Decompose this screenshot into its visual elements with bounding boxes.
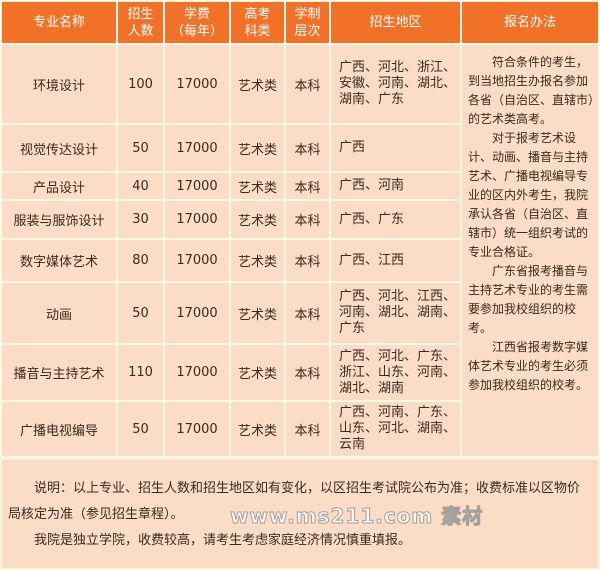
cell-fee: 17000 (165, 283, 229, 343)
cell-regions: 广西、河南、广东、山东、河北、湖南、云南 (331, 402, 460, 456)
table-row: 环境设计 100 17000 艺术类 本科 广西、河北、浙江、安徽、河南、湖北、湖南、广东… (2, 45, 598, 456)
method-paragraph: 江西省报考数字媒体艺术专业的考生必须参加我校组织的校考。 (468, 340, 589, 392)
cell-fee: 17000 (165, 125, 229, 171)
cell-count: 50 (118, 283, 163, 343)
column-header: 招生地区 (331, 2, 460, 43)
footer-warning: 我院是独立学院，收费较高，请考生考虑家庭经济情况慎重填报。 (34, 533, 412, 548)
cell-regions: 广西、河北、浙江、安徽、河南、湖北、湖南、广东 (331, 45, 460, 123)
cell-count: 40 (118, 173, 163, 199)
cell-name: 视觉传达设计 (2, 125, 116, 171)
cell-level: 本科 (286, 125, 329, 171)
cell-fee: 17000 (165, 201, 229, 238)
cell-name: 环境设计 (2, 45, 116, 123)
cell-level: 本科 (286, 45, 329, 123)
cell-level: 本科 (286, 283, 329, 343)
cell-regions: 广西、江西 (331, 240, 460, 281)
column-header: 学制 层次 (286, 2, 329, 43)
method-paragraph: 对于报考艺术设计、动画、播音与主持艺术、广播电视编导专业的区内外考生，我院承认各… (468, 131, 589, 259)
cell-category: 艺术类 (231, 345, 284, 400)
cell-category: 艺术类 (231, 283, 284, 343)
cell-name: 数字媒体艺术 (2, 240, 116, 281)
header-row: 专业名称 招生 人数 学费 （每年） 高考 科类 学制 层次 招生地区 报名办法 (2, 2, 598, 43)
admissions-table: 专业名称 招生 人数 学费 （每年） 高考 科类 学制 层次 招生地区 报名办法 环境设计 1… (0, 0, 600, 458)
column-header: 高考 科类 (231, 2, 284, 43)
cell-regions: 广西、河北、江西、河南、湖北、湖南、广东 (331, 283, 460, 343)
table-row: 产品设计 40 17000 艺术类 本科 广西、河南 (2, 173, 598, 199)
cell-regions: 广西、河南 (331, 173, 460, 199)
cell-name: 产品设计 (2, 173, 116, 199)
column-header: 招生 人数 (118, 2, 163, 43)
table-row: 服装与服饰设计 30 17000 艺术类 本科 广西、广东 (2, 201, 598, 238)
column-header: 学费 （每年） (165, 2, 229, 43)
cell-name: 广播电视编导 (2, 402, 116, 456)
cell-fee: 17000 (165, 402, 229, 456)
cell-fee: 17000 (165, 45, 229, 123)
cell-count: 50 (118, 125, 163, 171)
cell-category: 艺术类 (231, 173, 284, 199)
cell-fee: 17000 (165, 173, 229, 199)
method-paragraph: 符合条件的考生，到当地招生办报名参加各省（自治区、直辖市）的艺术类高考。 (468, 55, 595, 126)
cell-level: 本科 (286, 402, 329, 456)
cell-level: 本科 (286, 201, 329, 238)
table-row: 视觉传达设计 50 17000 艺术类 本科 广西 (2, 125, 598, 171)
cell-count: 80 (118, 240, 163, 281)
cell-name: 服装与服饰设计 (2, 201, 116, 238)
cell-name: 动画 (2, 283, 116, 343)
cell-category: 艺术类 (231, 201, 284, 238)
cell-regions: 广西 (331, 125, 460, 171)
cell-count: 30 (118, 201, 163, 238)
cell-fee: 17000 (165, 240, 229, 281)
column-header: 专业名称 (2, 2, 116, 43)
cell-regions: 广西、广东 (331, 201, 460, 238)
cell-category: 艺术类 (231, 125, 284, 171)
registration-method: 符合条件的考生，到当地招生办报名参加各省（自治区、直辖市）的艺术类高考。 对于报考… (462, 45, 598, 456)
table-row: 广播电视编导 50 17000 艺术类 本科 广西、河南、广东、山东、河北、湖南、云南 (2, 402, 598, 456)
cell-category: 艺术类 (231, 240, 284, 281)
column-header: 报名办法 (462, 2, 598, 43)
table-row: 动画 50 17000 艺术类 本科 广西、河北、江西、河南、湖北、湖南、广东 (2, 283, 598, 343)
cell-level: 本科 (286, 173, 329, 199)
cell-category: 艺术类 (231, 45, 284, 123)
cell-count: 110 (118, 345, 163, 400)
cell-count: 100 (118, 45, 163, 123)
method-paragraph: 广东省报考播音与主持艺术专业的考生需要参加我校组织的校考。 (468, 264, 589, 335)
footer-note: 说明：以上专业、招生人数和招生地区如有变化，以区招生考试院公布为准；收费标准以区… (8, 481, 581, 522)
cell-name: 播音与主持艺术 (2, 345, 116, 400)
cell-level: 本科 (286, 345, 329, 400)
cell-category: 艺术类 (231, 402, 284, 456)
table-row: 播音与主持艺术 110 17000 艺术类 本科 广西、河北、广东、浙江、山东、河南、湖北… (2, 345, 598, 400)
cell-count: 50 (118, 402, 163, 456)
cell-fee: 17000 (165, 345, 229, 400)
table-row: 数字媒体艺术 80 17000 艺术类 本科 广西、江西 (2, 240, 598, 281)
footer-notes: 说明：以上专业、招生人数和招生地区如有变化，以区招生考试院公布为准；收费标准以区… (2, 460, 598, 568)
cell-level: 本科 (286, 240, 329, 281)
cell-regions: 广西、河北、广东、浙江、山东、河南、湖北、湖南 (331, 345, 460, 400)
